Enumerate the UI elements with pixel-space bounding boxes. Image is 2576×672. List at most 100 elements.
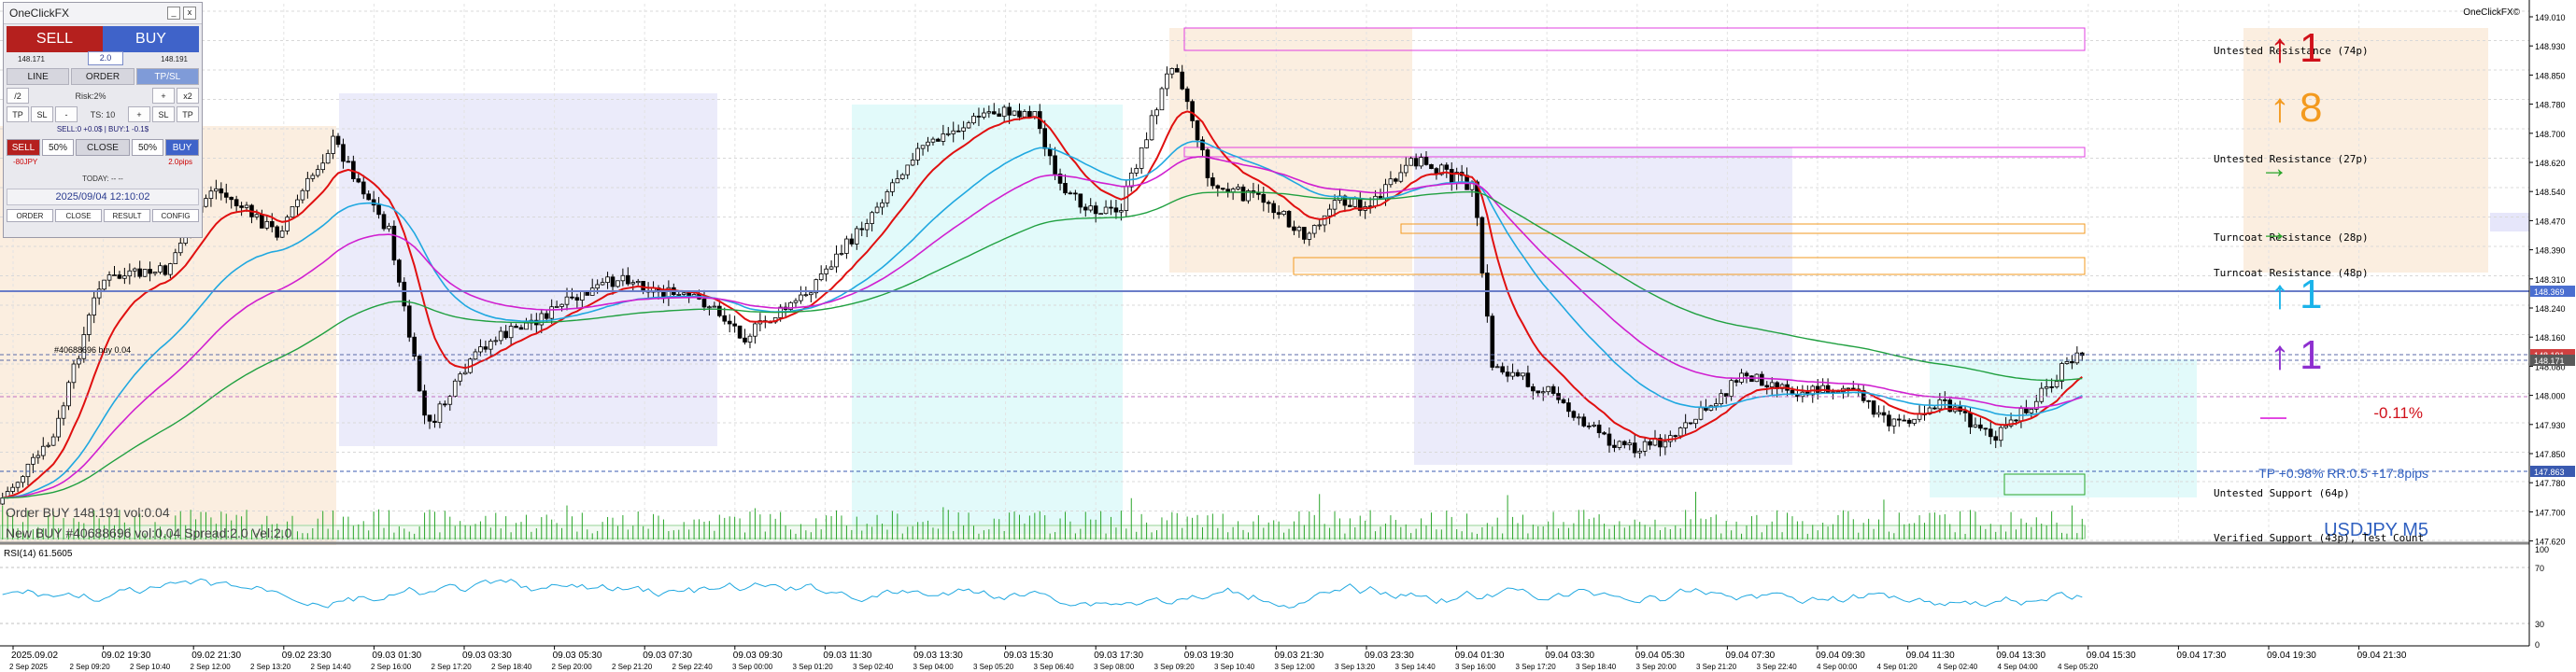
divide-lot-button[interactable]: /2 bbox=[7, 88, 29, 104]
candle-body bbox=[1521, 372, 1525, 377]
time-tick-label-2: 3 Sep 18:40 bbox=[1576, 663, 1617, 671]
lot-size-input[interactable]: 2.0 bbox=[88, 51, 123, 65]
multiply-lot-button[interactable]: x2 bbox=[177, 88, 199, 104]
candle-body bbox=[1927, 407, 1932, 414]
candle-body bbox=[1505, 371, 1510, 377]
candle-body bbox=[106, 274, 112, 281]
tab-line[interactable]: LINE bbox=[7, 68, 70, 85]
close-all-button[interactable]: CLOSE bbox=[76, 139, 130, 156]
candle-body bbox=[1698, 407, 1704, 420]
candle-body bbox=[275, 226, 279, 238]
price-badge-bg bbox=[2530, 286, 2575, 297]
candle-body bbox=[1174, 68, 1180, 73]
sell-small-button[interactable]: SELL bbox=[7, 139, 40, 156]
time-tick-label-2: 2 Sep 09:20 bbox=[70, 663, 111, 671]
candle-body bbox=[1846, 387, 1851, 390]
candle-body bbox=[1596, 424, 1602, 434]
candle-body bbox=[1515, 371, 1521, 377]
panel-title: OneClickFX bbox=[9, 7, 70, 20]
session-zone bbox=[1414, 147, 1792, 465]
candle-body bbox=[1098, 213, 1103, 216]
btab-result[interactable]: RESULT bbox=[104, 209, 150, 222]
sr-zone-box bbox=[1400, 223, 2086, 234]
candle-body bbox=[1230, 189, 1236, 193]
close-icon[interactable]: x bbox=[183, 7, 196, 20]
candle-body bbox=[844, 238, 849, 254]
tab-tpsl[interactable]: TP/SL bbox=[135, 68, 199, 85]
candle-body bbox=[732, 323, 737, 327]
candle-body bbox=[676, 294, 682, 296]
candle-body bbox=[204, 198, 208, 207]
candle-body bbox=[2044, 385, 2049, 389]
signal-number: 8 bbox=[2300, 85, 2322, 131]
time-tick-label: 2025.09.02 bbox=[11, 651, 58, 661]
candle-body bbox=[1022, 111, 1027, 118]
candle-body bbox=[1195, 120, 1200, 141]
candle-body bbox=[325, 153, 331, 164]
ts-minus-button[interactable]: - bbox=[55, 106, 78, 122]
candle-body bbox=[1606, 433, 1612, 446]
candle-body bbox=[102, 279, 106, 290]
risk-plus-button[interactable]: + bbox=[152, 88, 175, 104]
close-50-sell-button[interactable]: 50% bbox=[42, 139, 74, 156]
candle-body bbox=[737, 325, 743, 339]
close-50-buy-button[interactable]: 50% bbox=[132, 139, 163, 156]
candle-body bbox=[2064, 361, 2070, 364]
candle-body bbox=[1988, 428, 1993, 438]
panel-datetime: 2025/09/04 12:10:02 bbox=[7, 189, 199, 205]
candle-body bbox=[1184, 88, 1190, 103]
candle-body bbox=[483, 346, 488, 350]
candle-body bbox=[1769, 382, 1775, 387]
panel-title-bar[interactable]: OneClickFX _ x bbox=[4, 3, 202, 24]
ts-plus-button[interactable]: + bbox=[128, 106, 150, 122]
tp-button[interactable]: TP bbox=[7, 106, 29, 122]
candle-body bbox=[554, 306, 559, 308]
candle-body bbox=[1688, 422, 1693, 425]
time-tick-label: 09.03 07:30 bbox=[643, 651, 692, 661]
price-tick-label: 148.310 bbox=[2535, 275, 2566, 285]
symbol-timeframe: USDJPY M5 bbox=[2324, 520, 2428, 540]
tp-button-2[interactable]: TP bbox=[177, 106, 199, 122]
buy-button[interactable]: BUY bbox=[103, 26, 199, 52]
candle-body bbox=[437, 403, 443, 424]
today-stats: TODAY: -- -- bbox=[82, 175, 123, 183]
rsi-line bbox=[2, 578, 2083, 609]
candle-body bbox=[1494, 366, 1500, 369]
candle-body bbox=[341, 144, 346, 162]
sell-button[interactable]: SELL bbox=[7, 26, 103, 52]
tab-order[interactable]: ORDER bbox=[71, 68, 134, 85]
time-tick-label: 09.03 13:30 bbox=[913, 651, 963, 661]
candle-body bbox=[1271, 203, 1277, 214]
candle-body bbox=[1658, 438, 1663, 448]
price-tick-label: 147.930 bbox=[2535, 421, 2566, 430]
candle-body bbox=[1317, 224, 1322, 227]
candle-body bbox=[21, 476, 25, 483]
candle-body bbox=[1683, 422, 1688, 428]
candle-body bbox=[1592, 424, 1596, 427]
candle-body bbox=[605, 276, 610, 284]
btab-config[interactable]: CONFIG bbox=[152, 209, 199, 222]
candle-body bbox=[300, 189, 305, 201]
candle-body bbox=[1779, 384, 1785, 389]
candle-body bbox=[1047, 147, 1053, 157]
price-tick-label: 148.930 bbox=[2535, 42, 2566, 51]
minimize-icon[interactable]: _ bbox=[167, 7, 180, 20]
candle-body bbox=[2029, 409, 2034, 413]
sl-button-2[interactable]: SL bbox=[152, 106, 175, 122]
candle-body bbox=[1307, 232, 1312, 240]
candle-body bbox=[936, 138, 941, 142]
sl-button[interactable]: SL bbox=[31, 106, 53, 122]
btab-order[interactable]: ORDER bbox=[7, 209, 53, 222]
price-tick-label: 147.700 bbox=[2535, 508, 2566, 517]
candle-body bbox=[839, 253, 844, 255]
candle-body bbox=[986, 111, 992, 114]
time-tick-label-2: 3 Sep 04:00 bbox=[913, 663, 955, 671]
buy-small-button[interactable]: BUY bbox=[165, 139, 199, 156]
candle-body bbox=[1348, 204, 1352, 207]
candle-body bbox=[1423, 157, 1429, 165]
candle-body bbox=[1027, 111, 1032, 118]
overlay-labels: OneClickFX© #40688696 buy 0.04 Order BUY 1… bbox=[6, 7, 2521, 544]
candle-body bbox=[1693, 418, 1698, 425]
btab-close[interactable]: CLOSE bbox=[55, 209, 102, 222]
